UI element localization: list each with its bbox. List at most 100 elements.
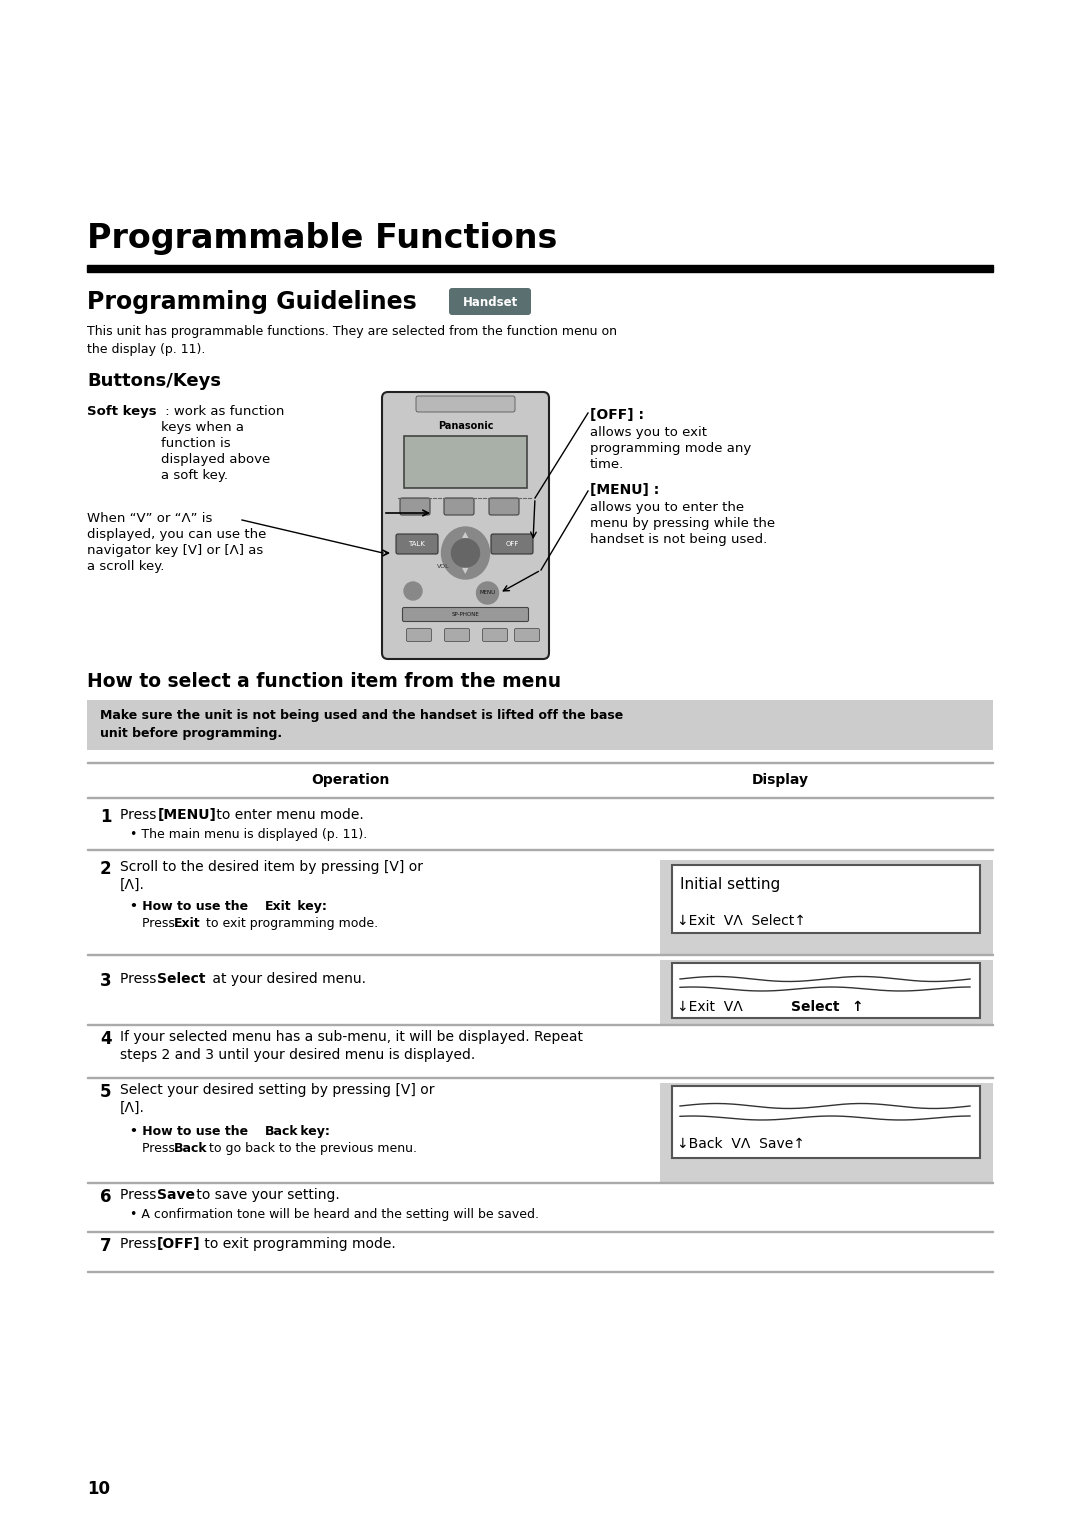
FancyBboxPatch shape — [449, 287, 531, 315]
Text: 3: 3 — [100, 972, 111, 990]
FancyBboxPatch shape — [416, 396, 515, 413]
Text: Display: Display — [752, 773, 809, 787]
Text: [OFF]: [OFF] — [157, 1238, 201, 1251]
Text: Scroll to the desired item by pressing [V] or: Scroll to the desired item by pressing [… — [120, 860, 423, 874]
Text: keys when a: keys when a — [161, 422, 244, 434]
Text: Select: Select — [157, 972, 205, 986]
Text: How to select a function item from the menu: How to select a function item from the m… — [87, 672, 562, 691]
Text: displayed, you can use the: displayed, you can use the — [87, 529, 267, 541]
Text: If your selected menu has a sub-menu, it will be displayed. Repeat: If your selected menu has a sub-menu, it… — [120, 1030, 583, 1044]
Text: ↓Exit  VΛ: ↓Exit VΛ — [677, 999, 752, 1015]
Text: Make sure the unit is not being used and the handset is lifted off the base: Make sure the unit is not being used and… — [100, 709, 623, 723]
FancyBboxPatch shape — [483, 628, 508, 642]
Text: to exit programming mode.: to exit programming mode. — [200, 1238, 395, 1251]
Text: [MENU]: [MENU] — [158, 808, 217, 822]
Text: ↓Back  VΛ  Save↑: ↓Back VΛ Save↑ — [677, 1137, 805, 1151]
Bar — [660, 1083, 993, 1183]
Circle shape — [476, 582, 499, 604]
Text: Back: Back — [174, 1141, 207, 1155]
Text: 1: 1 — [100, 808, 111, 827]
FancyBboxPatch shape — [514, 628, 540, 642]
Bar — [660, 960, 993, 1025]
Text: 10: 10 — [87, 1481, 110, 1497]
Text: VOL: VOL — [437, 564, 449, 570]
Text: at your desired menu.: at your desired menu. — [208, 972, 366, 986]
Text: • A confirmation tone will be heard and the setting will be saved.: • A confirmation tone will be heard and … — [130, 1209, 539, 1221]
Text: Soft keys: Soft keys — [87, 405, 157, 419]
Text: menu by pressing while the: menu by pressing while the — [590, 516, 775, 530]
Text: Save: Save — [157, 1187, 195, 1203]
Text: navigator key [V] or [Λ] as: navigator key [V] or [Λ] as — [87, 544, 264, 558]
Text: Back: Back — [265, 1125, 299, 1138]
Text: This unit has programmable functions. They are selected from the function menu o: This unit has programmable functions. Th… — [87, 325, 617, 356]
Text: Panasonic: Panasonic — [437, 422, 494, 431]
FancyBboxPatch shape — [491, 533, 534, 555]
Text: 7: 7 — [100, 1238, 111, 1254]
Text: MENU: MENU — [480, 590, 496, 596]
Text: key:: key: — [296, 1125, 329, 1138]
Text: to enter menu mode.: to enter menu mode. — [212, 808, 364, 822]
Text: [MENU] :: [MENU] : — [590, 483, 659, 497]
Text: function is: function is — [161, 437, 231, 451]
Text: • How to use the: • How to use the — [130, 1125, 253, 1138]
Text: Press: Press — [120, 808, 161, 822]
Text: to go back to the previous menu.: to go back to the previous menu. — [205, 1141, 417, 1155]
Bar — [672, 963, 980, 1018]
FancyBboxPatch shape — [406, 628, 432, 642]
Bar — [672, 865, 980, 934]
Text: OFF: OFF — [505, 541, 518, 547]
Text: 5: 5 — [100, 1083, 111, 1102]
Text: a scroll key.: a scroll key. — [87, 559, 164, 573]
Text: Select: Select — [791, 999, 839, 1015]
Text: Exit: Exit — [265, 900, 292, 914]
Text: Press: Press — [141, 1141, 179, 1155]
Text: displayed above: displayed above — [161, 452, 270, 466]
Text: 2: 2 — [100, 860, 111, 879]
Text: Press: Press — [141, 917, 179, 931]
Text: handset is not being used.: handset is not being used. — [590, 533, 767, 545]
Text: : work as function: : work as function — [161, 405, 284, 419]
Text: Operation: Operation — [311, 773, 389, 787]
Text: a soft key.: a soft key. — [161, 469, 228, 481]
Bar — [87, 700, 993, 750]
Text: Press: Press — [120, 1238, 161, 1251]
Text: [Λ].: [Λ]. — [120, 1102, 145, 1115]
Text: to exit programming mode.: to exit programming mode. — [202, 917, 378, 931]
Text: Exit: Exit — [174, 917, 201, 931]
FancyBboxPatch shape — [403, 608, 528, 622]
Text: steps 2 and 3 until your desired menu is displayed.: steps 2 and 3 until your desired menu is… — [120, 1048, 475, 1062]
Text: Press: Press — [120, 1187, 161, 1203]
Text: TALK: TALK — [408, 541, 426, 547]
Bar — [404, 435, 527, 487]
FancyBboxPatch shape — [444, 498, 474, 515]
Ellipse shape — [442, 527, 489, 579]
Text: to save your setting.: to save your setting. — [192, 1187, 340, 1203]
Text: Programmable Functions: Programmable Functions — [87, 222, 557, 255]
Text: unit before programming.: unit before programming. — [100, 727, 282, 740]
Text: ↓Exit  VΛ  Select↑: ↓Exit VΛ Select↑ — [677, 914, 806, 927]
FancyBboxPatch shape — [382, 393, 549, 659]
Text: 4: 4 — [100, 1030, 111, 1048]
Text: [Λ].: [Λ]. — [120, 879, 145, 892]
Text: allows you to exit: allows you to exit — [590, 426, 707, 439]
Text: • How to use the: • How to use the — [130, 900, 253, 914]
FancyBboxPatch shape — [489, 498, 519, 515]
Text: Select your desired setting by pressing [V] or: Select your desired setting by pressing … — [120, 1083, 434, 1097]
Text: key:: key: — [293, 900, 327, 914]
Text: ↑: ↑ — [851, 999, 863, 1015]
Bar — [87, 264, 993, 272]
Bar — [660, 860, 993, 955]
Bar — [672, 1086, 980, 1158]
FancyBboxPatch shape — [400, 498, 430, 515]
Text: [OFF] :: [OFF] : — [590, 408, 644, 422]
FancyBboxPatch shape — [445, 628, 470, 642]
Text: Press: Press — [120, 972, 161, 986]
Text: When “V” or “Λ” is: When “V” or “Λ” is — [87, 512, 213, 526]
Text: allows you to enter the: allows you to enter the — [590, 501, 744, 513]
Ellipse shape — [451, 539, 480, 567]
Text: programming mode any: programming mode any — [590, 442, 752, 455]
Text: • The main menu is displayed (p. 11).: • The main menu is displayed (p. 11). — [130, 828, 367, 840]
Text: Initial setting: Initial setting — [680, 877, 780, 891]
Circle shape — [404, 582, 422, 601]
Text: 6: 6 — [100, 1187, 111, 1206]
